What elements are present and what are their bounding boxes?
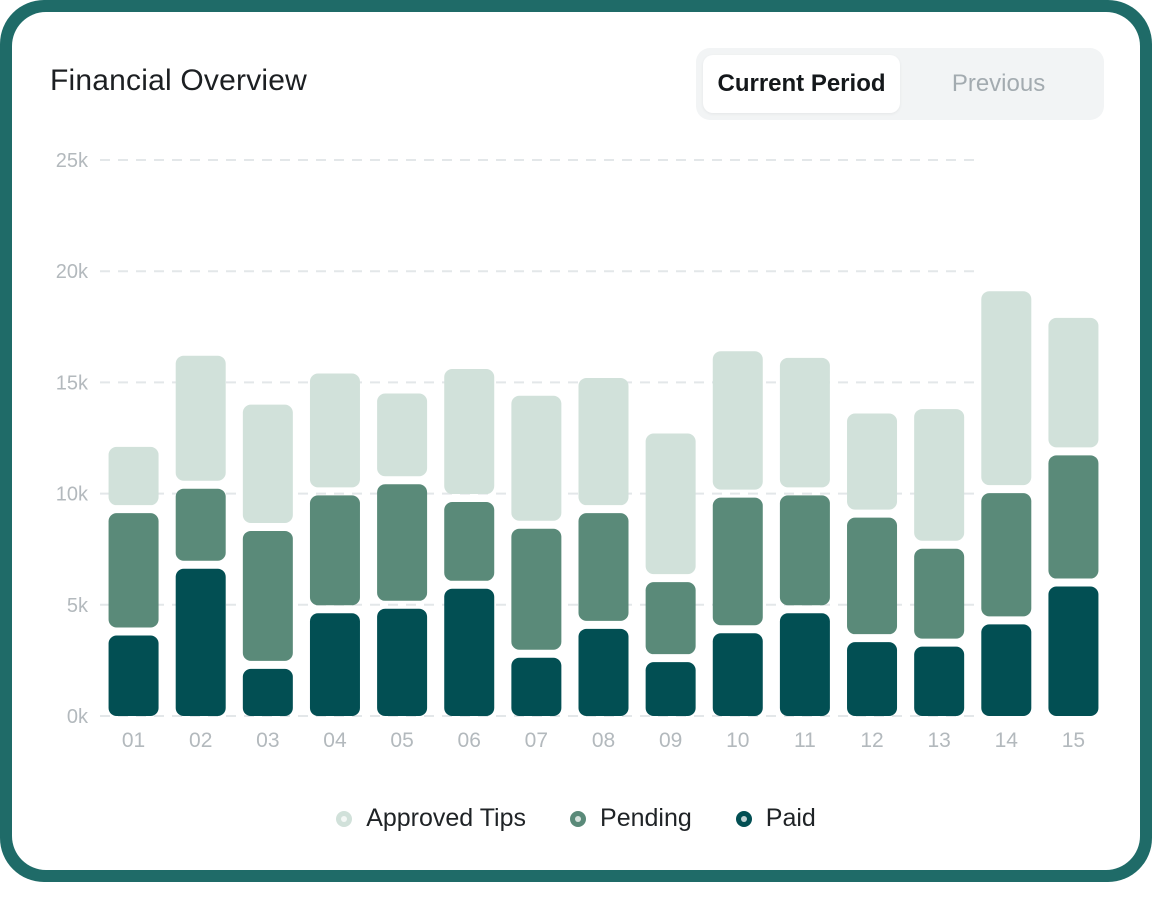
bar-approved-tips-11 xyxy=(779,357,830,488)
y-tick-label: 20k xyxy=(56,261,89,283)
x-tick-label: 03 xyxy=(256,729,279,752)
bar-paid-13 xyxy=(914,646,965,716)
bar-pending-02 xyxy=(175,488,226,561)
bar-approved-tips-12 xyxy=(847,413,898,510)
legend-label-pending: Pending xyxy=(600,804,692,832)
bar-pending-10 xyxy=(712,497,763,626)
bar-pending-03 xyxy=(242,530,293,661)
bar-approved-tips-15 xyxy=(1048,317,1099,448)
bar-paid-15 xyxy=(1048,586,1099,716)
legend-label-paid: Paid xyxy=(765,804,816,832)
legend-item-pending[interactable]: Pending xyxy=(570,804,692,833)
legend-label-approved-tips: Approved Tips xyxy=(366,804,527,832)
bar-approved-tips-08 xyxy=(578,377,629,506)
bar-approved-tips-01 xyxy=(108,446,159,506)
x-tick-label: 05 xyxy=(390,729,413,752)
bar-approved-tips-02 xyxy=(175,355,226,481)
bar-approved-tips-06 xyxy=(444,369,495,495)
bar-pending-04 xyxy=(309,495,360,606)
y-tick-label: 15k xyxy=(56,372,89,394)
x-tick-label: 07 xyxy=(525,729,548,752)
x-tick-label: 11 xyxy=(794,729,816,752)
bar-approved-tips-13 xyxy=(914,409,965,541)
bar-pending-09 xyxy=(645,582,696,655)
x-tick-label: 13 xyxy=(927,729,950,752)
bar-approved-tips-14 xyxy=(981,291,1032,486)
x-tick-label: 15 xyxy=(1062,729,1085,752)
bar-approved-tips-10 xyxy=(712,351,763,490)
bar-pending-14 xyxy=(981,493,1032,617)
approved-tips-dot-icon xyxy=(336,810,353,827)
pending-dot-icon xyxy=(570,810,587,827)
x-tick-label: 04 xyxy=(323,729,347,752)
financial-overview-card: Financial Overview Current Period Previo… xyxy=(12,12,1140,870)
bar-pending-01 xyxy=(108,513,159,628)
chart-legend: Approved Tips Pending Paid xyxy=(12,804,1140,833)
bar-paid-08 xyxy=(578,628,629,716)
bar-approved-tips-03 xyxy=(242,404,293,523)
bar-pending-08 xyxy=(578,513,629,621)
period-toggle: Current Period Previous xyxy=(696,48,1104,120)
bar-approved-tips-07 xyxy=(511,395,562,521)
bar-paid-05 xyxy=(377,608,428,716)
bar-pending-12 xyxy=(847,517,898,635)
bar-paid-07 xyxy=(511,657,562,716)
y-tick-label: 5k xyxy=(67,595,89,617)
y-tick-label: 10k xyxy=(56,484,89,506)
bar-paid-01 xyxy=(108,635,159,716)
current-period-tab[interactable]: Current Period xyxy=(703,55,900,113)
x-tick-label: 06 xyxy=(458,729,481,752)
x-tick-label: 01 xyxy=(122,729,145,752)
bar-paid-04 xyxy=(309,613,360,716)
x-tick-label: 10 xyxy=(726,729,749,752)
bar-paid-02 xyxy=(175,568,226,716)
x-tick-label: 09 xyxy=(659,729,682,752)
y-tick-label: 25k xyxy=(56,150,89,172)
previous-period-tab[interactable]: Previous xyxy=(951,70,1046,97)
bar-approved-tips-09 xyxy=(645,433,696,575)
bar-pending-13 xyxy=(914,548,965,639)
x-tick-label: 02 xyxy=(189,729,212,752)
bar-pending-05 xyxy=(377,484,428,601)
chart-title: Financial Overview xyxy=(50,64,308,97)
bar-paid-10 xyxy=(712,633,763,716)
bar-paid-06 xyxy=(444,588,495,716)
y-tick-label: 0k xyxy=(67,706,89,728)
x-tick-label: 14 xyxy=(995,729,1019,752)
legend-item-approved-tips[interactable]: Approved Tips xyxy=(336,804,526,833)
bar-paid-11 xyxy=(779,613,830,716)
x-tick-label: 12 xyxy=(860,729,883,752)
x-tick-label: 08 xyxy=(592,729,615,752)
bar-paid-14 xyxy=(981,624,1032,716)
stacked-bar-chart: 0k 5k 10k 15k 20k 25k 01 02 03 04 05 06 07 08 09 10 11 12… xyxy=(56,150,1099,752)
bar-approved-tips-04 xyxy=(309,373,360,488)
bar-approved-tips-05 xyxy=(377,393,428,477)
bar-pending-07 xyxy=(511,528,562,650)
bar-pending-06 xyxy=(444,502,495,581)
bar-pending-11 xyxy=(779,495,830,606)
paid-dot-icon xyxy=(735,810,752,827)
legend-item-paid[interactable]: Paid xyxy=(735,804,816,833)
bar-paid-12 xyxy=(847,642,898,716)
bar-pending-15 xyxy=(1048,455,1099,579)
bar-paid-03 xyxy=(242,668,293,716)
bar-paid-09 xyxy=(645,662,696,716)
